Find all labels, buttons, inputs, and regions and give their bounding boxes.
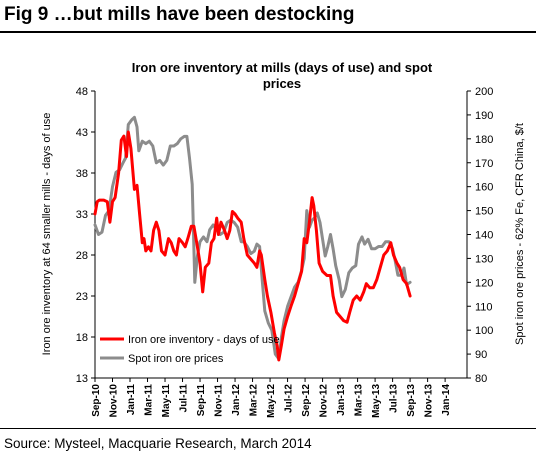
legend-label-inventory: Iron ore inventory - days of use: [128, 334, 280, 346]
y-right-tick-label: 190: [475, 110, 493, 122]
y-left-tick-label: 33: [76, 209, 88, 221]
y-right-tick-label: 140: [475, 230, 493, 242]
x-tick-label: Nov-13: [424, 384, 435, 418]
x-tick-label: Jan-14: [441, 384, 452, 416]
header-rule: [0, 31, 536, 33]
figure-header: Fig 9 …but mills have been destocking: [0, 0, 536, 32]
x-tick-label: Mar-11: [144, 384, 155, 416]
x-tick-label: Nov-10: [109, 384, 120, 418]
y-right-tick-label: 80: [475, 373, 487, 385]
x-tick-label: Jan-12: [231, 384, 242, 416]
x-tick-label: Sep-12: [301, 384, 312, 417]
legend-label-price: Spot iron ore prices: [128, 353, 224, 365]
x-tick-label: Jul-13: [389, 384, 400, 413]
x-tick-label: May-12: [266, 384, 277, 418]
y-left-tick-label: 38: [76, 168, 88, 180]
x-tick-label: Sep-10: [91, 384, 102, 417]
x-tick-label: Sep-13: [406, 384, 417, 417]
x-tick-label: Jan-13: [336, 384, 347, 416]
x-tick-label: Sep-11: [196, 384, 207, 417]
x-tick-label: Jan-11: [126, 384, 137, 416]
x-tick-label: Jul-12: [284, 384, 295, 413]
y-axis-right-title: Spot iron ore prices - 62% Fe, CFR China…: [514, 123, 526, 345]
y-right-tick-label: 150: [475, 206, 493, 218]
y-right-tick-label: 110: [475, 301, 493, 313]
y-right-tick-label: 120: [475, 277, 493, 289]
x-tick-label: Mar-13: [354, 384, 365, 417]
y-right-tick-label: 200: [475, 86, 493, 98]
y-left-tick-label: 23: [76, 291, 88, 303]
figure-title: Fig 9 …but mills have been destocking: [4, 4, 355, 25]
x-tick-label: Nov-11: [214, 384, 225, 417]
y-left-tick-label: 43: [76, 127, 88, 139]
y-right-tick-label: 170: [475, 158, 493, 170]
y-right-tick-label: 160: [475, 182, 493, 194]
plot-area: 13 18 23 28 33 38 43 48 80 90 100 110 120 130 140 150 16…: [76, 86, 494, 418]
y-axis-left-title: Iron ore inventory at 64 smaller mills -…: [41, 113, 53, 356]
series-line-inventory: [93, 130, 412, 362]
y-left-tick-label: 18: [76, 332, 88, 344]
x-tick-label: May-11: [161, 384, 172, 418]
y-left-tick-label: 28: [76, 250, 88, 262]
x-tick-label: Nov-12: [319, 384, 330, 418]
chart-title-line-2: prices: [263, 76, 301, 91]
y-left-tick-label: 48: [76, 86, 88, 98]
series-line-price: [93, 115, 412, 361]
chart-title-line-1: Iron ore inventory at mills (days of use…: [132, 60, 433, 75]
y-right-tick-label: 180: [475, 134, 493, 146]
y-right-tick-label: 90: [475, 349, 487, 361]
y-right-tick-label: 130: [475, 253, 493, 265]
x-tick-label: May-13: [371, 384, 382, 418]
y-left-tick-label: 13: [76, 373, 88, 385]
y-right-tick-label: 100: [475, 325, 493, 337]
x-tick-label: Jul-11: [179, 384, 190, 413]
source-note: Source: Mysteel, Macquarie Research, Mar…: [4, 436, 312, 451]
legend: Iron ore inventory - days of use Spot ir…: [100, 334, 280, 365]
chart: Iron ore inventory at mills (days of use…: [41, 60, 526, 418]
x-tick-label: Mar-12: [249, 384, 260, 417]
source-rule: [0, 428, 536, 429]
